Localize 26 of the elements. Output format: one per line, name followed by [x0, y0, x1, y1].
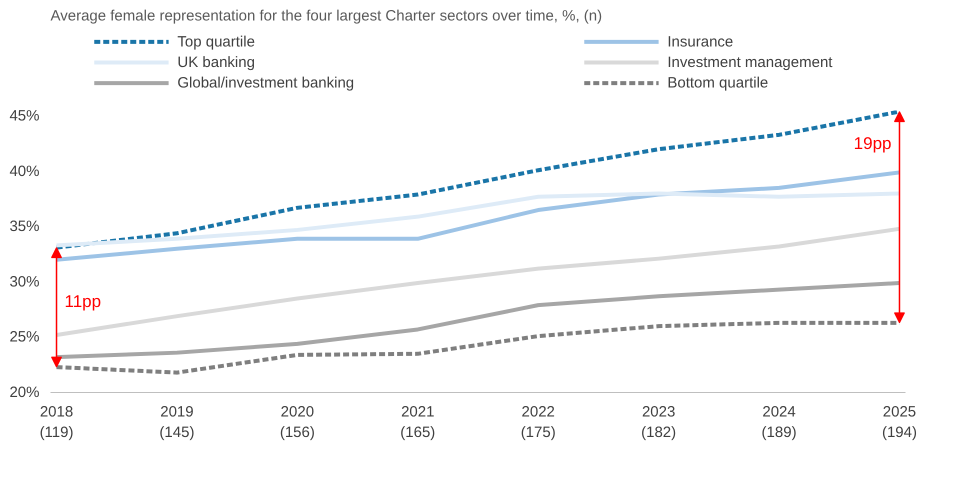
y-tick-label: 35%: [9, 218, 40, 236]
x-tick-label: 2020 (156): [280, 404, 315, 441]
y-tick-label: 25%: [9, 328, 40, 346]
line-series: [54, 226, 902, 337]
legend-label: Investment management: [667, 54, 834, 71]
y-tick-label: 20%: [9, 384, 40, 401]
x-tick-label: 2023 (182): [641, 404, 676, 441]
y-tick-label: 30%: [9, 273, 40, 290]
x-tick-label: 2021 (165): [400, 404, 436, 441]
x-tick-label: 2018 (119): [40, 404, 74, 441]
chart-title: Average female representation for the four largest Charter sectors over time, %, (n): [50, 8, 602, 24]
y-tick-label: 40%: [9, 162, 40, 180]
annotation: 19pp: [854, 134, 892, 153]
x-tick-label: 2019 (145): [159, 404, 194, 441]
legend-label: Top quartile: [177, 33, 255, 50]
line-series: [54, 191, 902, 248]
x-tick-label: 2025 (194): [882, 404, 917, 441]
legend-label: Global/investment banking: [177, 74, 354, 92]
x-tick-label: 2024 (189): [762, 404, 797, 441]
x-tick-label: 2022 (175): [520, 404, 556, 441]
annotation: 11pp: [64, 292, 102, 311]
y-tick-label: 45%: [9, 108, 40, 125]
line-series: [54, 170, 902, 262]
legend-label: UK banking: [177, 54, 255, 71]
legend-label: Bottom quartile: [667, 74, 768, 92]
legend-label: Insurance: [667, 33, 734, 50]
